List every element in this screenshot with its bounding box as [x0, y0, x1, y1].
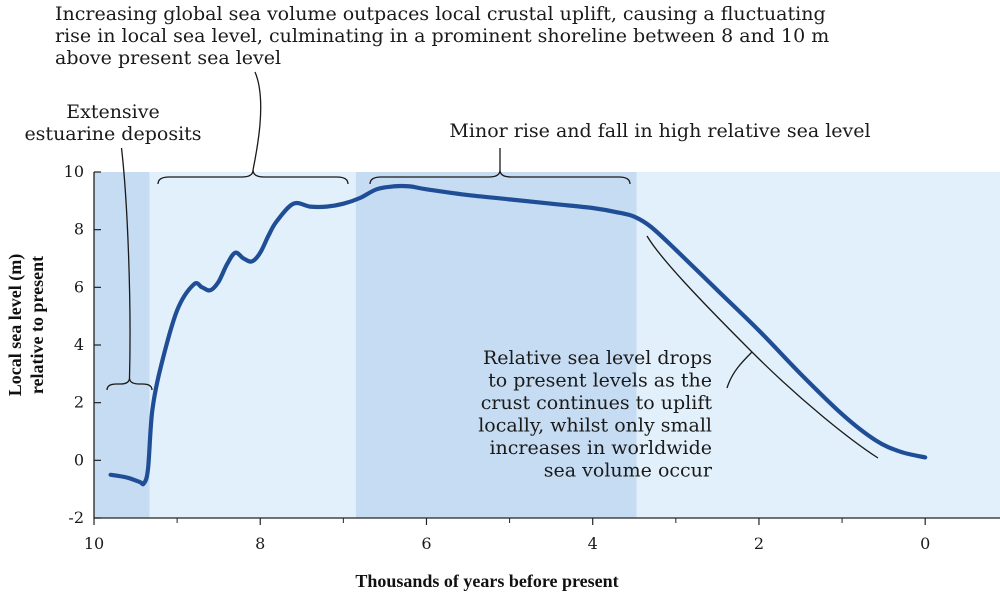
- annotation-sea-level-drop-line: increases in worldwide: [489, 437, 712, 459]
- annotation-sea-level-drop-line: Relative sea level drops: [483, 347, 712, 369]
- annotation-sea-level-drop-line: to present levels as the: [488, 370, 712, 392]
- x-axis-title: Thousands of years before present: [355, 571, 618, 591]
- y-tick-label: 2: [74, 393, 84, 412]
- leader-estuarine-deposits: [120, 147, 131, 379]
- annotation-braces: [106, 71, 879, 459]
- sea-level-curve: [108, 183, 928, 487]
- background-bands: [94, 172, 1000, 518]
- annotation-minor-rise-fall-line: Minor rise and fall in high relative sea…: [449, 120, 870, 142]
- x-tick-label: 4: [588, 534, 598, 553]
- axes: -2 0 2 4 6 8 10 10 8 6 4 2 0 Thousands of years befor…: [5, 162, 1000, 591]
- x-tick-label: 8: [255, 534, 265, 553]
- annotation-minor-rise-fall: Minor rise and fall in high relative sea…: [449, 120, 870, 142]
- annotation-fluctuating-rise-line: Increasing global sea volume outpaces lo…: [55, 3, 826, 25]
- annotation-estuarine-deposits: Extensive estuarine deposits: [24, 101, 201, 145]
- y-axis-title: Local sea level (m) relative to present: [5, 254, 47, 396]
- x-tick-label: 0: [920, 534, 930, 553]
- annotation-sea-level-drop-line: locally, whilst only small: [478, 415, 712, 437]
- x-tick-label: 6: [421, 534, 431, 553]
- x-tick-label: 10: [84, 534, 104, 553]
- annotation-estuarine-deposits-line: estuarine deposits: [24, 123, 201, 145]
- y-tick-label: 4: [74, 335, 84, 354]
- background-band-2: [355, 172, 637, 518]
- annotation-labels: Increasing global sea volume outpaces lo…: [24, 3, 870, 482]
- background-band-0: [94, 172, 150, 518]
- annotation-sea-level-drop: Relative sea level drops to present level…: [478, 347, 713, 482]
- series-layer: [108, 183, 928, 487]
- annotation-fluctuating-rise: Increasing global sea volume outpaces lo…: [55, 3, 829, 69]
- y-axis-title-line: relative to present: [27, 256, 47, 394]
- background-band-3: [636, 172, 1000, 518]
- y-tick-label: -2: [68, 508, 84, 527]
- annotation-fluctuating-rise-line: above present sea level: [55, 47, 281, 69]
- y-tick-label: 0: [74, 450, 84, 469]
- annotation-sea-level-drop-line: sea volume occur: [544, 460, 713, 482]
- x-tick-label: 2: [754, 534, 764, 553]
- y-tick-label: 8: [74, 220, 84, 239]
- leader-fluctuating-rise: [252, 71, 262, 171]
- background-band-1: [149, 172, 356, 518]
- annotation-fluctuating-rise-line: rise in local sea level, culminating in …: [55, 25, 829, 47]
- y-tick-label: 10: [64, 162, 84, 181]
- annotation-estuarine-deposits-line: Extensive: [66, 101, 160, 123]
- y-tick-label: 6: [74, 277, 84, 296]
- y-axis-title-line: Local sea level (m): [5, 254, 26, 396]
- annotation-sea-level-drop-line: crust continues to uplift: [481, 392, 713, 414]
- leader-sea-level-drop: [726, 351, 753, 389]
